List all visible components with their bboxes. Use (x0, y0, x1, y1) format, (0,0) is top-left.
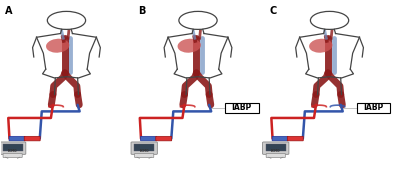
FancyBboxPatch shape (225, 103, 258, 112)
FancyBboxPatch shape (24, 136, 40, 141)
Text: ECMO: ECMO (139, 149, 149, 153)
FancyBboxPatch shape (9, 136, 25, 141)
FancyBboxPatch shape (266, 153, 285, 158)
FancyBboxPatch shape (134, 144, 154, 151)
FancyBboxPatch shape (272, 136, 288, 141)
Text: ECMO: ECMO (8, 149, 18, 153)
Text: ECMO: ECMO (271, 149, 280, 153)
Ellipse shape (309, 39, 332, 53)
FancyBboxPatch shape (0, 142, 26, 154)
Text: C: C (270, 6, 277, 16)
FancyBboxPatch shape (131, 142, 157, 154)
Text: IABP: IABP (232, 103, 252, 112)
FancyBboxPatch shape (156, 136, 172, 141)
FancyBboxPatch shape (262, 142, 289, 154)
FancyBboxPatch shape (3, 144, 23, 151)
FancyBboxPatch shape (135, 153, 154, 158)
FancyBboxPatch shape (3, 153, 22, 158)
FancyBboxPatch shape (357, 103, 390, 112)
FancyBboxPatch shape (287, 136, 303, 141)
Text: B: B (138, 6, 146, 16)
Text: IABP: IABP (363, 103, 384, 112)
FancyBboxPatch shape (266, 144, 286, 151)
Ellipse shape (46, 39, 69, 53)
Ellipse shape (178, 39, 201, 53)
Text: A: A (5, 6, 12, 16)
FancyBboxPatch shape (141, 136, 156, 141)
